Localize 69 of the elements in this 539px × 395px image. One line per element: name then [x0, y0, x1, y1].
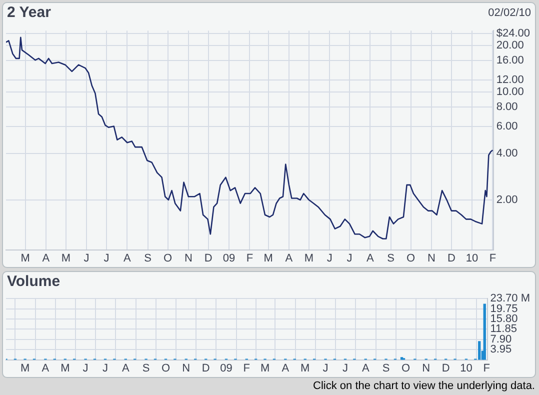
y-tick-label: 11.85	[490, 323, 517, 336]
y-tick-label: 15.80	[490, 313, 518, 326]
x-tick-label: A	[282, 362, 290, 374]
y-tick-label: 3.95	[490, 344, 512, 356]
x-tick-label: A	[124, 252, 132, 264]
chart-title: 2 Year	[7, 4, 51, 21]
x-tick-label: O	[401, 362, 410, 374]
x-tick-label: N	[427, 252, 436, 264]
x-tick-label: S	[387, 252, 394, 264]
x-tick-label: D	[447, 252, 456, 264]
y-tick-label: 2.00	[496, 194, 518, 206]
x-tick-label: A	[42, 252, 50, 264]
x-tick-label: A	[366, 252, 375, 264]
x-tick-label: J	[84, 252, 90, 264]
x-tick-label: 10	[466, 252, 478, 264]
x-tick-label: M	[260, 362, 270, 374]
y-tick-label: 6.00	[496, 120, 518, 132]
x-tick-label: D	[204, 252, 212, 264]
x-tick-label: F	[489, 252, 496, 264]
y-tick-label: 16.00	[496, 54, 524, 67]
x-tick-label: O	[164, 252, 173, 264]
x-tick-label: J	[326, 252, 332, 264]
x-tick-label: J	[342, 362, 348, 374]
x-tick-label: M	[20, 252, 30, 264]
x-tick-label: M	[20, 362, 30, 374]
y-tick-label: 8.00	[496, 101, 518, 114]
x-tick-label: F	[243, 362, 250, 374]
chart-subtitle: 02/02/10	[488, 7, 531, 19]
y-tick-label: 23.70 M	[490, 292, 530, 305]
bar	[483, 304, 486, 360]
x-tick-label: N	[422, 362, 430, 374]
x-tick-label: F	[246, 252, 254, 264]
x-tick-label: D	[202, 362, 210, 374]
x-tick-label: J	[322, 362, 328, 374]
x-tick-label: S	[382, 362, 390, 374]
x-tick-label: F	[483, 362, 490, 374]
x-tick-label: A	[362, 362, 370, 374]
x-tick-label: N	[184, 252, 192, 264]
y-tick-label: 20.00	[496, 40, 524, 52]
x-tick-label: O	[406, 252, 416, 264]
x-tick-label: J	[82, 362, 88, 374]
x-tick-label: M	[300, 362, 310, 374]
y-tick-label: 12.00	[496, 74, 524, 86]
chart-title: Volume	[7, 273, 60, 290]
x-tick-label: J	[346, 252, 352, 264]
x-tick-label: 09	[220, 362, 232, 374]
x-tick-label: J	[102, 362, 108, 374]
y-tick-label: $24.00	[496, 27, 530, 40]
x-tick-label: A	[122, 362, 130, 374]
x-tick-label: J	[104, 252, 110, 264]
x-tick-label: 10	[460, 362, 472, 374]
x-tick-label: O	[161, 362, 170, 374]
y-tick-label: 19.75	[490, 302, 518, 315]
y-tick-label: 7.90	[490, 333, 512, 346]
text: Click on the chart to view the underlying data.	[313, 380, 535, 392]
bar	[478, 341, 481, 360]
x-tick-label: D	[442, 362, 450, 374]
x-tick-label: A	[42, 362, 50, 374]
x-tick-label: 09	[222, 252, 236, 264]
x-tick-label: M	[61, 252, 71, 264]
y-tick-label: 10.00	[496, 86, 524, 98]
x-tick-label: N	[182, 362, 190, 374]
x-tick-label: M	[60, 362, 70, 374]
x-tick-label: S	[144, 252, 152, 264]
x-tick-label: S	[142, 362, 150, 374]
x-tick-label: M	[264, 252, 273, 264]
x-tick-label: M	[304, 252, 314, 264]
y-tick-label: 4.00	[496, 147, 518, 160]
x-tick-label: A	[285, 252, 294, 264]
